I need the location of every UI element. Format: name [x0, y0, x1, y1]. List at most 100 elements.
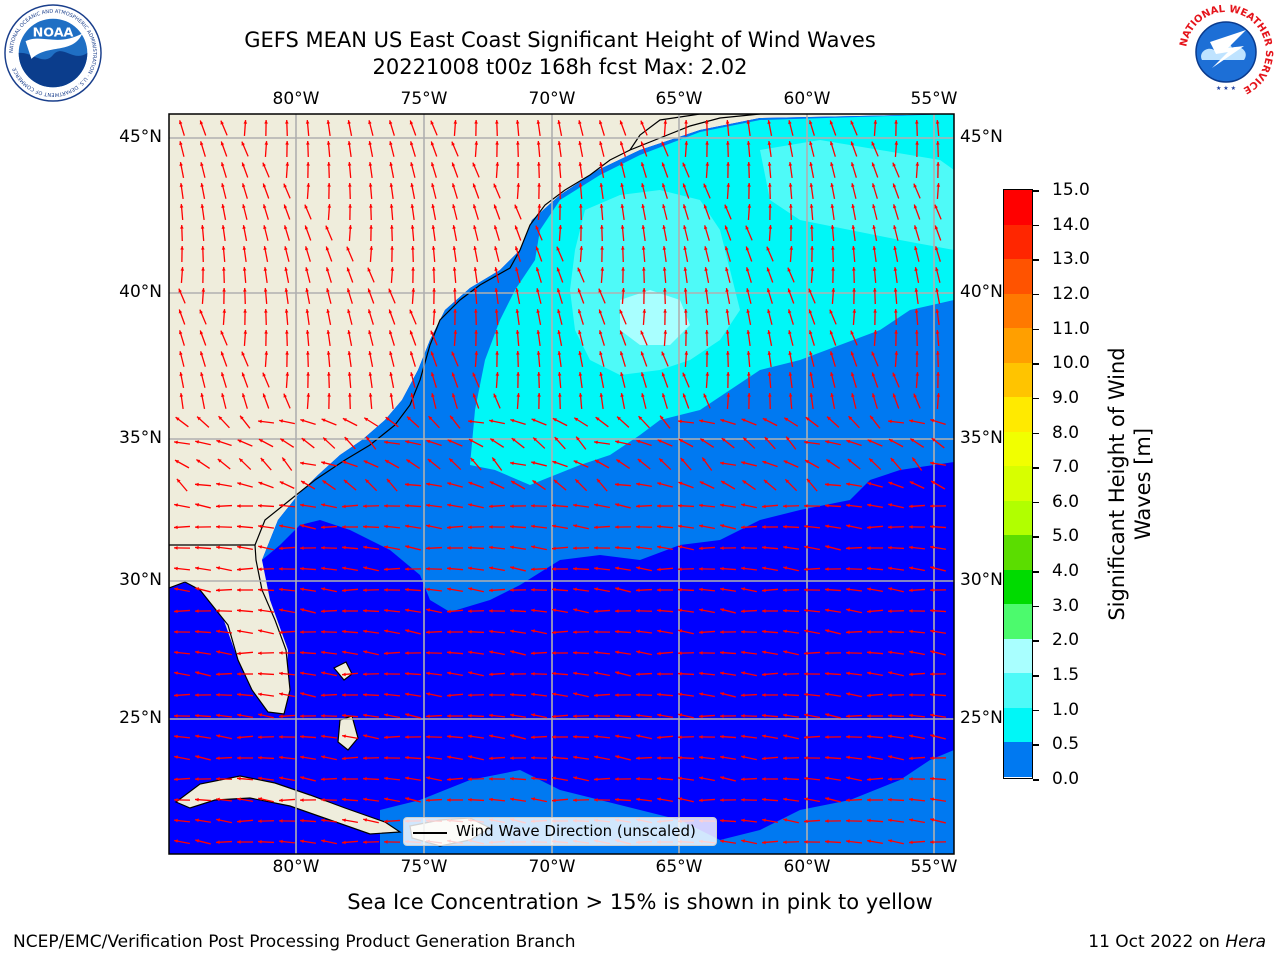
- wave-arrowhead: [258, 608, 262, 613]
- wave-arrowhead: [846, 692, 851, 696]
- colorbar-segment: [1004, 190, 1032, 226]
- wave-arrowhead: [327, 162, 331, 166]
- wave-arrowhead: [430, 351, 435, 356]
- wave-arrowhead: [936, 393, 941, 397]
- wave-arrowhead: [511, 481, 516, 485]
- wave-arrowhead: [640, 372, 645, 377]
- wave-arrowhead: [825, 440, 830, 444]
- wind-wave-arrows: [173, 119, 947, 845]
- wave-arrowhead: [762, 650, 766, 655]
- wave-arrowhead: [258, 692, 262, 697]
- wave-arrowhead: [657, 588, 661, 592]
- wave-arrowhead: [867, 818, 871, 823]
- colorbar-tick: [1033, 293, 1039, 296]
- lat-tick-right: 45°N: [960, 127, 1003, 147]
- wave-arrowhead: [321, 630, 325, 634]
- colorbar-segment: [1004, 673, 1032, 709]
- wave-arrowhead: [870, 415, 874, 420]
- wave-arrowhead: [305, 330, 310, 334]
- wave-arrowhead: [285, 141, 289, 145]
- wave-arrowhead: [726, 372, 730, 376]
- wave-arrowhead: [263, 288, 268, 292]
- wave-arrowhead: [764, 437, 769, 441]
- wave-arrowhead: [301, 438, 306, 442]
- wave-arrowhead: [511, 438, 516, 442]
- wave-arrowhead: [846, 839, 850, 844]
- wave-arrowhead: [620, 183, 624, 187]
- wave-arrowhead: [516, 162, 520, 166]
- wave-arrowhead: [804, 713, 808, 717]
- wave-arrowhead: [573, 546, 577, 550]
- wave-arrowhead: [426, 651, 430, 655]
- wave-arrowhead: [447, 734, 451, 739]
- wave-arrowhead: [806, 478, 811, 483]
- wave-arrowhead: [804, 608, 808, 613]
- wave-arrowhead: [197, 416, 201, 421]
- wave-arrowhead: [805, 460, 810, 464]
- wave-arrowhead: [179, 351, 183, 356]
- wave-arrowhead: [930, 650, 935, 654]
- wave-arrowhead: [531, 567, 535, 572]
- wave-arrowhead: [762, 818, 766, 823]
- wave-arrowhead: [830, 225, 835, 229]
- wave-arrowhead: [216, 840, 220, 845]
- wave-arrowhead: [327, 372, 331, 376]
- wave-arrowhead: [573, 714, 577, 718]
- wave-arrowhead: [766, 288, 771, 293]
- lat-tick-right: 35°N: [960, 428, 1003, 448]
- wave-arrowhead: [175, 417, 180, 421]
- wave-arrowhead: [327, 183, 331, 187]
- wave-arrowhead: [573, 587, 577, 592]
- wave-arrowhead: [489, 481, 494, 485]
- wave-arrowhead: [510, 776, 514, 781]
- wave-arrowhead: [220, 120, 224, 125]
- wave-arrowhead: [804, 440, 808, 445]
- colorbar-segment: [1004, 466, 1032, 502]
- wave-arrowhead: [216, 818, 221, 822]
- wave-arrowhead: [931, 481, 936, 485]
- wave-arrowhead: [642, 309, 647, 313]
- wave-arrowhead: [195, 629, 199, 634]
- wave-arrowhead: [279, 692, 283, 696]
- wave-arrowhead: [788, 351, 792, 355]
- wave-arrowhead: [909, 672, 913, 677]
- wave-arrowhead: [788, 393, 793, 397]
- wave-arrowhead: [552, 714, 556, 719]
- wave-arrowhead: [178, 309, 183, 314]
- wave-arrowhead: [720, 839, 724, 844]
- wave-arrowhead: [892, 183, 897, 188]
- wave-arrowhead: [867, 839, 871, 844]
- wave-arrowhead: [451, 162, 456, 167]
- wave-arrowhead: [262, 162, 266, 167]
- wave-arrowhead: [699, 735, 703, 739]
- wave-arrowhead: [237, 504, 241, 508]
- wave-arrowhead: [405, 629, 410, 633]
- wave-arrowhead: [489, 756, 493, 761]
- wave-arrowhead: [306, 141, 310, 145]
- wave-arrowhead: [195, 566, 199, 571]
- wave-arrowhead: [684, 309, 688, 313]
- wave-arrowhead: [263, 225, 267, 230]
- wave-arrowhead: [325, 246, 330, 251]
- wave-arrowhead: [558, 183, 562, 187]
- wave-arrowhead: [636, 504, 640, 509]
- wave-arrowhead: [321, 566, 325, 571]
- wave-arrowhead: [599, 204, 604, 208]
- wave-arrowhead: [726, 183, 731, 187]
- wave-arrowhead: [195, 734, 199, 739]
- colorbar-segment: [1004, 259, 1032, 295]
- wave-arrowhead: [888, 545, 892, 550]
- ocean-band-1.5-2.0-east: [760, 140, 954, 250]
- wave-arrowhead: [536, 120, 541, 124]
- colorbar-segment: [1004, 293, 1032, 329]
- wave-arrowhead: [598, 309, 603, 314]
- wave-arrowhead: [531, 735, 535, 740]
- colorbar-label: 1.5: [1052, 665, 1080, 686]
- wave-arrowhead: [384, 504, 388, 508]
- colorbar-tick: [1033, 744, 1039, 746]
- colorbar-tick: [1033, 328, 1039, 331]
- wave-arrowhead: [237, 608, 241, 613]
- wave-arrowhead: [825, 713, 830, 717]
- wave-arrowhead: [363, 566, 368, 570]
- wave-arrowhead: [221, 246, 226, 250]
